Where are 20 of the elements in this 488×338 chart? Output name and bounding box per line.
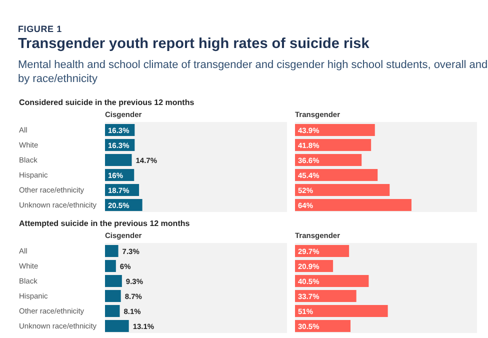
- bar: [105, 275, 122, 287]
- bar: [295, 305, 388, 317]
- chart-subtitle: Attempted suicide in the previous 12 months: [19, 219, 190, 228]
- bar: [105, 245, 118, 257]
- chart-subtitle: Considered suicide in the previous 12 months: [19, 98, 194, 107]
- bar: [295, 124, 375, 136]
- bar: [105, 320, 129, 332]
- bar: [105, 305, 120, 317]
- bar: [105, 260, 116, 272]
- bar: [295, 139, 372, 151]
- bar: [105, 290, 121, 302]
- text: Mental health and school climate of transgender and cisgender high school students, overall and by race/ethnicity: [18, 58, 488, 86]
- caption: FIGURE 1: [18, 24, 63, 34]
- text: Transgender youth report high rates of suicide risk: [18, 36, 370, 52]
- bar: [295, 275, 369, 287]
- bar: [295, 290, 356, 302]
- bar: [105, 154, 132, 166]
- bar: [295, 169, 378, 181]
- bar: [295, 184, 390, 196]
- bar: [295, 199, 412, 211]
